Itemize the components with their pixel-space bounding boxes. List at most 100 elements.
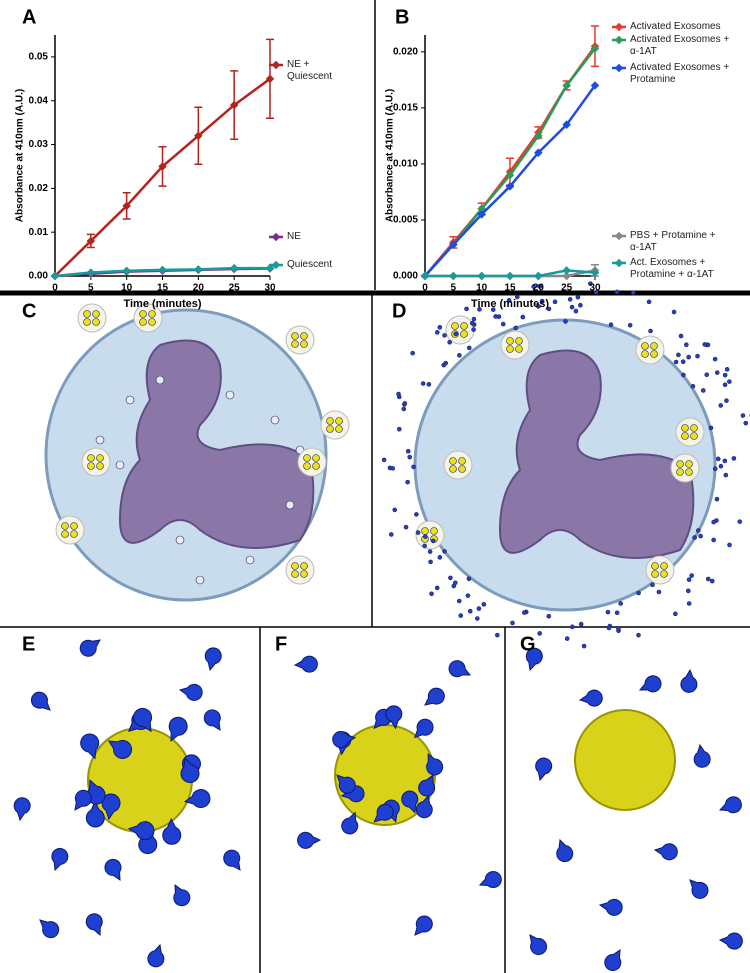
granule [125,395,135,405]
granule [539,298,545,304]
legend-swatch [614,35,624,45]
legend-label: NE + Quiescent [287,59,333,82]
granule [460,322,468,330]
y-tick-label: 0.01 [29,227,49,238]
granule [531,284,536,289]
granule [291,332,299,340]
enzyme [578,689,603,707]
x-tick-label: 30 [589,283,601,294]
granule [442,549,447,554]
granule [443,360,448,366]
enzyme [30,691,51,711]
granule [630,290,636,295]
marker [158,265,167,275]
granule [546,613,552,619]
x-tick-label: 20 [533,283,545,294]
granule [326,417,334,425]
granule [678,333,684,339]
granule [573,308,579,314]
enzyme [424,687,445,706]
granule [552,299,558,305]
granule [335,425,343,433]
granule [427,549,433,554]
marker [194,131,203,141]
granule [381,457,387,463]
vesicle [443,450,473,480]
granule [616,626,621,631]
granule [636,590,641,596]
granule [711,519,716,525]
granule [575,294,581,300]
granule [496,314,502,319]
granule [139,318,147,326]
granule [437,325,443,330]
granule [727,542,732,548]
enzyme [74,789,92,811]
x-tick-label: 25 [561,283,573,294]
granule [714,496,720,502]
marker [449,240,458,249]
enzyme [127,821,155,841]
x-axis-label: Time (minutes) [471,298,549,310]
granule [87,462,95,470]
granule [537,631,542,636]
enzyme [718,796,742,814]
granule [680,359,686,365]
granule [606,625,612,631]
granule [705,576,711,582]
y-axis-label: Absorbance at 410nm (A.U.) [15,89,26,222]
granule [87,454,95,462]
enzyme [297,831,322,849]
granule [686,354,691,360]
granule [303,462,311,470]
granule [225,390,235,400]
granule [627,322,633,328]
granule [522,610,527,615]
granule [467,608,473,614]
legend-label: NE [287,231,301,242]
marker [86,236,96,246]
granule [681,432,689,440]
vesicle [645,555,675,585]
granule [723,472,729,478]
enzyme [133,707,153,733]
granule [650,342,658,350]
marker [420,271,430,281]
granule [563,319,568,324]
granule [495,632,500,638]
granule [614,289,620,295]
granule [471,316,477,322]
granule [593,290,599,295]
granule [175,535,185,545]
granule [712,466,718,472]
granule [641,342,649,350]
granule [564,636,570,641]
granule [681,372,686,378]
y-tick-label: 0.015 [393,103,418,114]
granule [458,613,464,618]
granule [686,601,692,606]
marker [562,266,571,275]
enzyme [13,797,31,822]
granule [312,462,320,470]
granule [96,454,104,462]
y-tick-label: 0.02 [29,183,49,194]
legend-swatch [271,260,281,270]
granule [411,464,416,470]
y-tick-label: 0.010 [393,159,418,170]
enzyme [80,733,100,760]
granule [464,306,469,312]
granule [685,460,693,468]
granule [718,463,724,469]
vesicle [81,447,111,477]
granule [392,507,398,513]
granule [692,535,697,540]
granule [300,332,308,340]
granule [83,310,91,318]
vesicle [445,315,475,345]
y-tick-label: 0.00 [29,271,49,282]
granule [690,383,696,389]
enzyme [529,934,548,956]
legend-swatch [614,231,624,241]
vesicle [675,417,705,447]
